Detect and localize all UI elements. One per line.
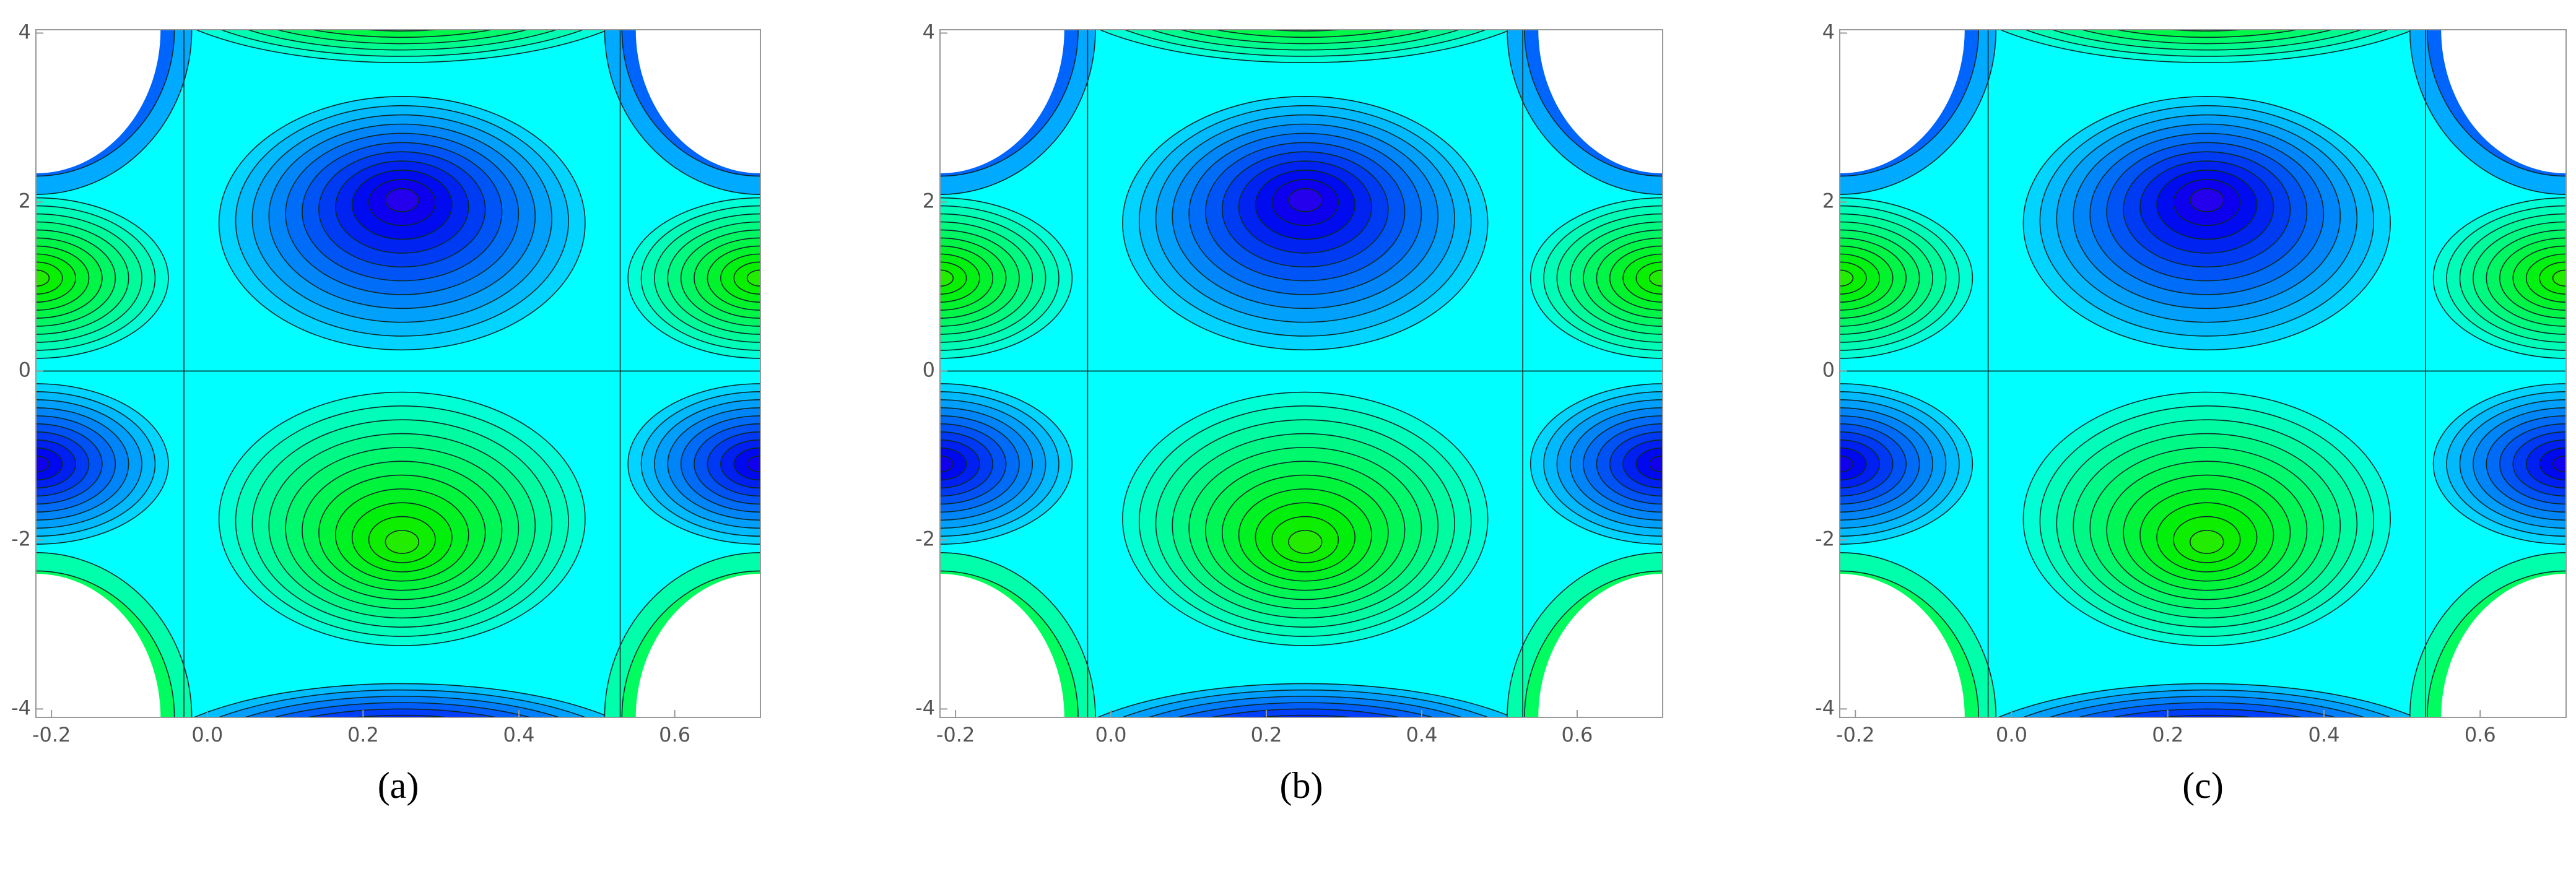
level-band [2552,269,2566,287]
level-band [2552,455,2566,473]
level-band [1211,0,1399,6]
level-band [2074,0,2339,19]
y-tick-label: 2 [19,189,31,212]
y-tick-label: -4 [11,696,31,719]
level-band [940,269,954,287]
outside-region [940,574,1064,717]
outside-region [635,30,760,173]
x-tick-label: -0.2 [32,723,71,746]
level-band [746,455,760,473]
y-tick-label: 4 [923,20,935,43]
outside-region [1538,574,1663,717]
y-tick-label: 4 [1822,20,1835,43]
x-tick-label: 0.0 [1996,723,2027,746]
level-band [2110,708,2304,717]
x-tick-label: -0.2 [1836,723,1874,746]
y-tick-label: -2 [915,527,935,550]
plot-frame [939,29,1663,718]
contour-field [1840,0,2566,717]
y-tick-label: -2 [1815,527,1835,550]
outside-region [1840,30,1965,173]
y-tick-label: 0 [19,358,31,381]
contour-field [940,0,1663,717]
x-tick-label: 0.2 [347,723,379,746]
outside-region [36,30,161,173]
level-band [1154,0,1456,25]
level-band [305,708,499,717]
y-tick-label: -4 [915,696,935,719]
x-tick-label: 0.2 [1251,723,1282,746]
level-band [269,0,534,19]
outside-region [2441,574,2566,717]
level-band [36,269,50,287]
y-tick-label: 0 [1822,358,1835,381]
contour-field [36,0,760,717]
panel-caption: (b) [1280,765,1323,806]
level-band [746,269,760,287]
plot-frame [35,29,761,718]
x-tick-label: -0.2 [936,723,975,746]
x-tick-label: 0.2 [2152,723,2183,746]
level-band [1173,0,1437,19]
outside-region [940,30,1064,173]
plot-frame [1839,29,2567,718]
level-band [289,0,516,12]
x-tick-label: 0.4 [503,723,535,746]
y-tick-label: 2 [1822,189,1835,212]
x-tick-label: 0.0 [191,723,223,746]
y-tick-label: -2 [11,527,31,550]
level-band [1288,530,1323,554]
level-band [1263,30,1347,32]
x-tick-label: 0.6 [659,723,690,746]
panel-caption: (a) [378,765,419,806]
y-tick-label: 0 [923,358,935,381]
level-band [1208,708,1402,717]
x-tick-label: 0.6 [1562,723,1593,746]
y-tick-label: -4 [1815,696,1835,719]
level-band [36,455,50,473]
x-tick-label: 0.6 [2465,723,2496,746]
level-band [308,0,497,6]
outside-region [2441,30,2566,173]
y-tick-label: 2 [923,189,935,212]
level-band [2112,0,2302,6]
level-band [1288,188,1323,212]
level-band [309,30,495,38]
x-tick-label: 0.0 [1095,723,1127,746]
level-band [2190,188,2224,212]
level-band [2093,0,2321,12]
level-band [940,455,954,473]
x-tick-label: 0.4 [1406,723,1438,746]
level-band [2190,530,2224,554]
level-band [385,188,419,212]
x-tick-label: 0.4 [2308,723,2340,746]
level-band [1192,0,1419,12]
level-band [251,0,554,25]
y-tick-label: 4 [19,20,31,43]
level-band [1212,30,1398,38]
outside-region [635,574,760,717]
outside-region [1840,574,1965,717]
level-band [2165,30,2249,32]
panel-caption: (c) [2182,765,2224,806]
level-band [2113,30,2300,38]
outside-region [36,574,161,717]
outside-region [1538,30,1663,173]
level-band [360,30,444,32]
level-band [385,530,419,554]
level-band [2055,0,2359,25]
